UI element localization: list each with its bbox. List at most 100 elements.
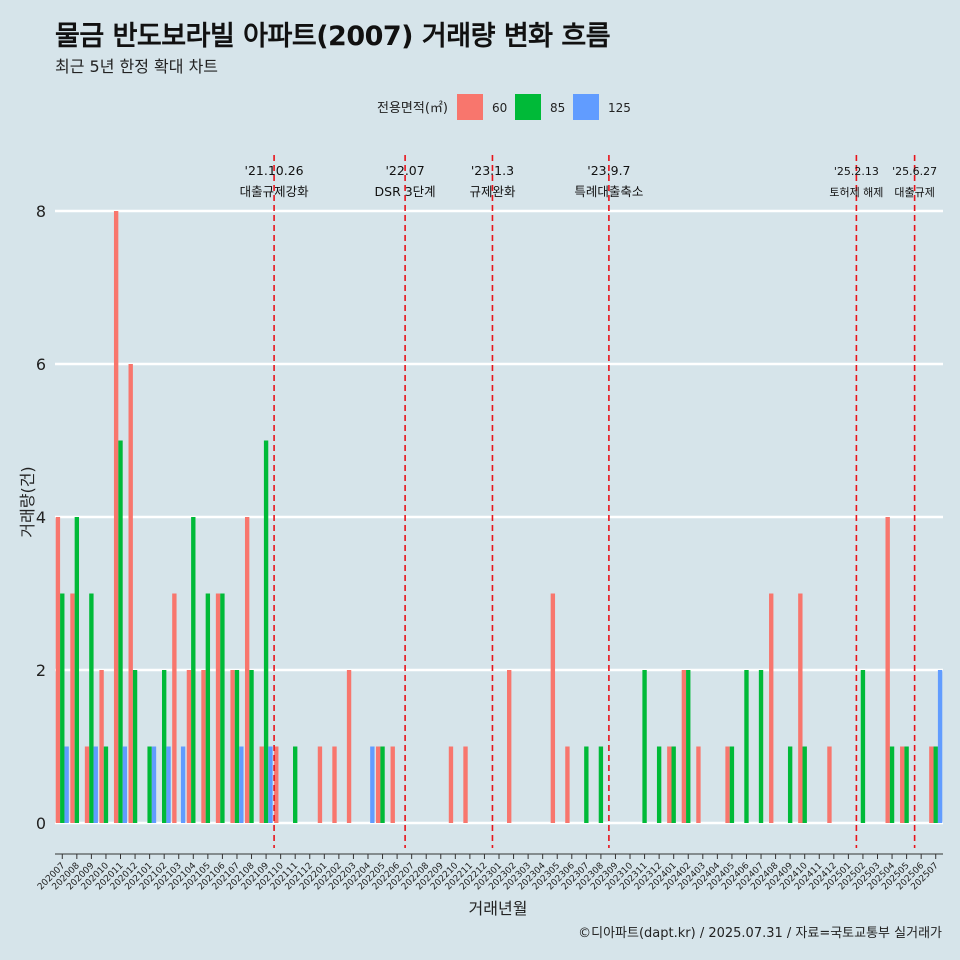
bar-85-202105 xyxy=(205,593,211,823)
bar-85-202311 xyxy=(642,670,647,823)
bar-85-202111 xyxy=(293,746,298,823)
bar-60-202007 xyxy=(55,517,61,823)
bar-60-202010 xyxy=(99,670,104,823)
bar-85-202409 xyxy=(787,746,793,823)
bar-60-202105 xyxy=(201,670,206,823)
bar-85-202502 xyxy=(860,670,866,823)
event-date-label: '23.1.3 xyxy=(471,163,514,178)
bar-85-202504 xyxy=(889,746,895,823)
bar-85-202410 xyxy=(802,746,807,823)
bar-60-202203 xyxy=(346,670,352,823)
event-date-label: '22.07 xyxy=(385,163,424,178)
bar-85-202405 xyxy=(729,746,735,823)
bar-60-202412 xyxy=(827,746,832,823)
bar-85-202507 xyxy=(933,746,938,823)
event-date-label: '25.6.27 xyxy=(892,165,937,178)
bar-85-202009 xyxy=(89,593,94,823)
bar-60-202210 xyxy=(448,746,454,823)
bar-60-202403 xyxy=(696,746,701,823)
bar-60-202103 xyxy=(172,593,177,823)
bar-60-202305 xyxy=(550,593,556,823)
legend-title: 전용면적(㎡) xyxy=(377,101,448,116)
bar-85-202010 xyxy=(103,746,109,823)
bar-125-202102 xyxy=(166,746,171,823)
bar-85-202402 xyxy=(686,670,691,823)
event-text-label: 대출규제 xyxy=(894,186,934,199)
bar-125-202103 xyxy=(180,746,186,823)
bar-85-202406 xyxy=(744,670,749,823)
y-axis-title: 거래량(건) xyxy=(18,466,37,537)
y-tick-label: 0 xyxy=(36,814,46,833)
bar-85-202108 xyxy=(249,670,254,823)
bar-60-202106 xyxy=(215,593,221,823)
legend-swatch-85 xyxy=(515,94,541,120)
bar-85-202106 xyxy=(220,593,225,823)
bar-85-202102 xyxy=(161,670,167,823)
bar-125-202007 xyxy=(64,746,69,823)
bar-85-202011 xyxy=(118,440,123,823)
event-text-label: 토허제 해제 xyxy=(829,185,883,199)
page-subtitle: 최근 5년 한정 확대 차트 xyxy=(55,57,219,76)
bar-60-202401 xyxy=(667,746,672,823)
bar-60-202008 xyxy=(70,593,75,823)
bar-85-202307 xyxy=(584,746,589,823)
bar-125-202107 xyxy=(239,746,244,823)
y-tick-label: 2 xyxy=(36,661,46,680)
bar-60-202306 xyxy=(565,746,570,823)
legend-label-60: 60 xyxy=(492,101,507,115)
bar-125-202109 xyxy=(268,746,273,823)
bar-60-202211 xyxy=(463,746,468,823)
bar-85-202012 xyxy=(132,670,138,823)
y-tick-label: 8 xyxy=(36,202,46,221)
event-text-label: 대출규제강화 xyxy=(240,184,310,199)
bar-125-202507 xyxy=(937,670,943,823)
event-text-label: DSR 3단계 xyxy=(375,184,436,199)
legend-swatch-60 xyxy=(457,94,483,120)
bar-85-202407 xyxy=(758,670,764,823)
source-caption: ©디아파트(dapt.kr) / 2025.07.31 / 자료=국토교통부 실… xyxy=(578,926,942,941)
bar-60-202107 xyxy=(230,670,235,823)
bar-85-202401 xyxy=(671,746,676,823)
bar-85-202008 xyxy=(74,517,80,823)
bar-85-202312 xyxy=(656,746,662,823)
bar-85-202205 xyxy=(380,746,385,823)
event-date-label: '23.9.7 xyxy=(587,163,630,178)
bar-60-202011 xyxy=(113,211,119,823)
event-text-label: 특례대출축소 xyxy=(574,184,643,199)
y-tick-label: 6 xyxy=(36,355,46,374)
event-date-label: '21.10.26 xyxy=(245,163,304,178)
bar-60-202201 xyxy=(317,746,323,823)
bar-60-202507 xyxy=(929,746,934,823)
bar-60-202109 xyxy=(259,746,264,823)
bar-85-202007 xyxy=(60,593,65,823)
bar-125-202101 xyxy=(151,746,157,823)
bar-60-202206 xyxy=(390,746,395,823)
bar-60-202505 xyxy=(900,746,905,823)
bar-60-202405 xyxy=(725,746,730,823)
bar-85-202104 xyxy=(191,517,196,823)
bar-60-202302 xyxy=(507,670,512,823)
page-title: 물금 반도보라빌 아파트(2007) 거래량 변화 흐름 xyxy=(55,21,611,52)
bar-85-202109 xyxy=(263,440,269,823)
bar-60-202012 xyxy=(128,364,133,823)
bar-125-202204 xyxy=(370,746,375,823)
legend-label-125: 125 xyxy=(608,101,631,115)
bar-85-202505 xyxy=(904,746,909,823)
bar-60-202108 xyxy=(244,517,250,823)
bar-60-202410 xyxy=(798,593,803,823)
x-axis-title: 거래년월 xyxy=(469,899,528,918)
bar-125-202011 xyxy=(122,746,128,823)
bar-60-202504 xyxy=(885,517,890,823)
bar-60-202009 xyxy=(84,746,90,823)
bar-60-202402 xyxy=(681,670,687,823)
event-date-label: '25.2.13 xyxy=(834,165,879,178)
bar-60-202408 xyxy=(769,593,774,823)
bar-60-202104 xyxy=(186,670,192,823)
bar-85-202308 xyxy=(598,746,604,823)
legend-swatch-125 xyxy=(573,94,599,120)
bar-85-202101 xyxy=(147,746,152,823)
legend-label-85: 85 xyxy=(550,101,565,115)
y-tick-label: 4 xyxy=(36,508,46,527)
